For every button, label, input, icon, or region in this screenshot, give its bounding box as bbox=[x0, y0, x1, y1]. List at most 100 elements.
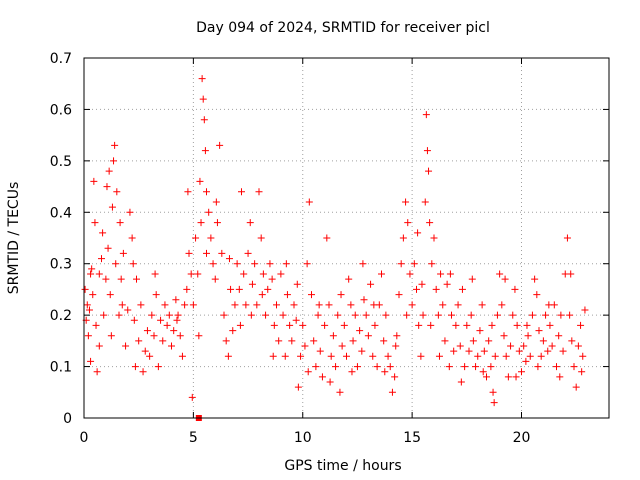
data-point bbox=[461, 363, 469, 371]
data-point bbox=[498, 301, 506, 309]
data-point bbox=[485, 337, 493, 345]
data-point bbox=[568, 337, 576, 345]
data-point bbox=[269, 352, 277, 360]
data-point bbox=[248, 280, 256, 288]
data-point bbox=[222, 337, 230, 345]
grid-lines bbox=[84, 58, 609, 418]
data-point bbox=[418, 280, 426, 288]
data-point bbox=[157, 316, 165, 324]
data-point bbox=[90, 177, 98, 185]
data-point bbox=[545, 301, 553, 309]
data-point bbox=[408, 301, 416, 309]
data-point bbox=[480, 347, 488, 355]
data-point bbox=[329, 332, 337, 340]
x-axis-label: GPS time / hours bbox=[284, 458, 401, 474]
data-point bbox=[402, 198, 410, 206]
data-point bbox=[463, 321, 471, 329]
y-tick-label: 0.1 bbox=[50, 360, 72, 376]
data-point bbox=[314, 311, 322, 319]
y-tick-label: 0.3 bbox=[50, 257, 72, 273]
data-point bbox=[176, 332, 184, 340]
data-point bbox=[270, 321, 278, 329]
data-point bbox=[258, 291, 266, 299]
data-point bbox=[523, 321, 531, 329]
data-point bbox=[557, 311, 565, 319]
data-point bbox=[524, 332, 532, 340]
data-point bbox=[465, 347, 473, 355]
data-point bbox=[205, 208, 213, 216]
data-point bbox=[421, 198, 429, 206]
data-point bbox=[163, 321, 171, 329]
data-point bbox=[87, 270, 95, 278]
data-point bbox=[308, 291, 315, 299]
data-point bbox=[359, 260, 367, 268]
y-tick-label: 0.6 bbox=[50, 102, 72, 118]
data-point bbox=[559, 347, 567, 355]
data-point bbox=[91, 219, 99, 227]
data-point bbox=[146, 352, 154, 360]
data-point bbox=[174, 311, 182, 319]
data-point bbox=[391, 373, 399, 381]
data-point bbox=[129, 260, 137, 268]
data-point bbox=[441, 337, 449, 345]
data-point bbox=[570, 363, 578, 371]
data-point bbox=[349, 337, 357, 345]
data-point bbox=[161, 301, 169, 309]
data-points bbox=[81, 75, 589, 421]
data-point bbox=[257, 234, 265, 242]
data-point bbox=[181, 301, 189, 309]
data-point bbox=[496, 270, 504, 278]
data-point bbox=[574, 342, 582, 350]
data-point bbox=[141, 347, 149, 355]
x-tick-label: 5 bbox=[189, 430, 198, 446]
data-point bbox=[513, 321, 521, 329]
data-point bbox=[493, 311, 501, 319]
data-point bbox=[373, 363, 381, 371]
data-point bbox=[292, 316, 300, 324]
data-point bbox=[445, 363, 453, 371]
data-point bbox=[255, 188, 263, 196]
data-point bbox=[103, 183, 111, 191]
data-point bbox=[95, 342, 103, 350]
data-point bbox=[337, 291, 345, 299]
data-point bbox=[194, 270, 202, 278]
data-point bbox=[266, 260, 274, 268]
data-point bbox=[203, 249, 210, 257]
data-point bbox=[128, 234, 136, 242]
data-point bbox=[233, 260, 241, 268]
data-point bbox=[395, 291, 403, 299]
data-point bbox=[93, 368, 101, 376]
data-point bbox=[522, 357, 530, 365]
data-point bbox=[246, 219, 254, 227]
y-tick-label: 0.7 bbox=[50, 51, 72, 67]
data-point bbox=[537, 352, 545, 360]
data-point bbox=[187, 270, 195, 278]
data-point bbox=[448, 311, 455, 319]
data-point bbox=[371, 321, 379, 329]
data-point bbox=[244, 249, 252, 257]
data-point bbox=[100, 311, 108, 319]
data-point bbox=[83, 301, 91, 309]
data-point bbox=[173, 316, 181, 324]
data-point bbox=[189, 301, 197, 309]
data-point bbox=[95, 270, 103, 278]
data-point bbox=[104, 244, 112, 252]
data-point bbox=[509, 311, 517, 319]
data-point bbox=[301, 342, 309, 350]
data-point bbox=[526, 352, 534, 360]
data-point bbox=[227, 285, 235, 293]
data-point bbox=[490, 399, 498, 407]
data-point bbox=[566, 311, 574, 319]
data-point bbox=[196, 177, 204, 185]
data-point bbox=[347, 301, 355, 309]
data-point bbox=[150, 332, 158, 340]
data-point bbox=[264, 285, 272, 293]
data-point bbox=[384, 352, 392, 360]
data-point bbox=[364, 332, 372, 340]
data-point bbox=[279, 311, 287, 319]
data-point bbox=[483, 373, 490, 381]
data-point bbox=[388, 388, 396, 396]
data-point bbox=[403, 311, 411, 319]
data-point bbox=[242, 301, 250, 309]
plot-frame bbox=[83, 57, 610, 419]
